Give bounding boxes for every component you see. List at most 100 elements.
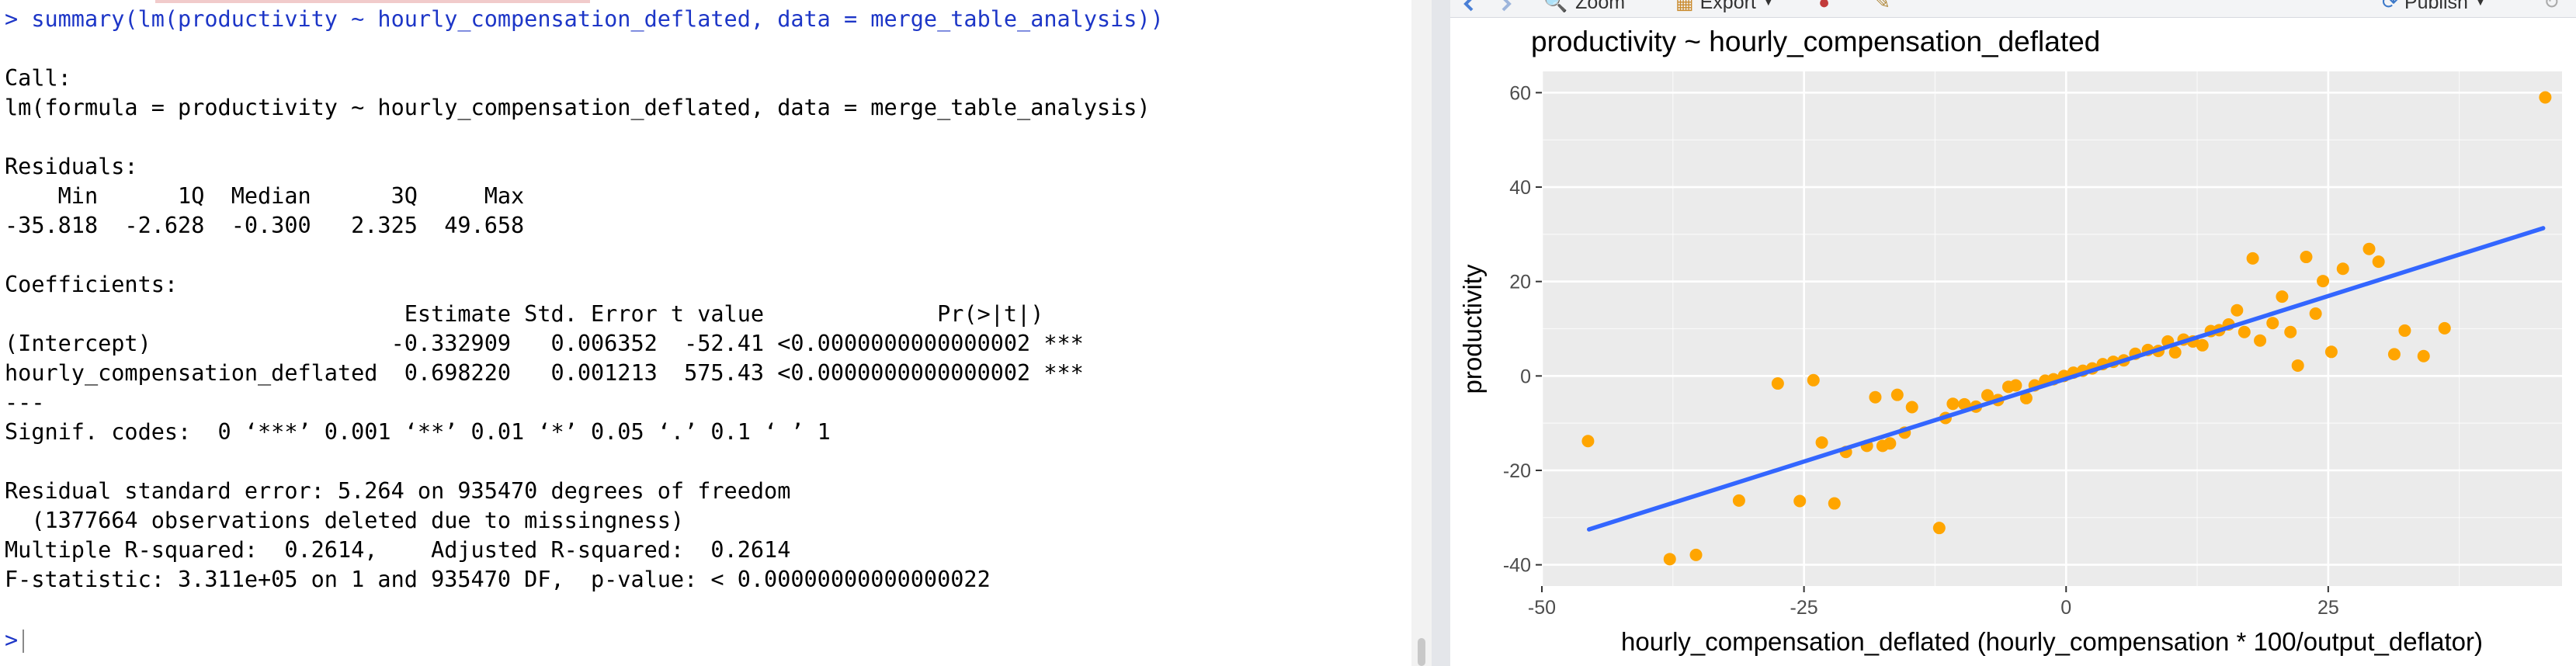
data-point [2300,251,2313,264]
data-point [2276,290,2289,304]
text-cursor [23,630,25,653]
residual-standard-error: Residual standard error: 5.264 on 935470… [5,478,791,504]
data-point [1689,548,1703,561]
data-point [2284,325,2297,338]
plots-toolbar: 🔍 Zoom ▦ Export ▼ ● ✎ ⟳ Publish ▼ ↻ [1450,0,2576,18]
data-point [2438,321,2451,335]
chevron-down-icon: ▼ [2474,0,2487,9]
data-point [2238,325,2251,338]
data-point [2266,317,2279,330]
residuals-values: -35.818 -2.628 -0.300 2.325 49.658 [5,213,538,238]
remove-icon: ● [1818,0,1831,13]
data-point [2168,345,2182,359]
y-tick-label: 0 [1520,366,1531,387]
data-point [2539,91,2552,104]
coefficients-row-intercept: (Intercept) -0.332909 0.006352 -52.41 <0… [5,331,1084,356]
regression-line [1587,226,2546,532]
x-tick-label: -25 [1790,597,1818,619]
data-points [1581,91,2552,566]
publish-label: Publish [2404,0,2468,13]
remove-plot-button[interactable]: ● [1818,0,1830,14]
data-point [2417,349,2430,362]
clear-plots-button[interactable]: ✎ [1874,0,1890,14]
signif-codes: Signif. codes: 0 ‘***’ 0.001 ‘**’ 0.01 ‘… [5,419,831,445]
data-point [2246,251,2259,265]
data-point [1981,389,1994,402]
call-header: Call: [5,65,71,91]
data-point [2317,275,2330,288]
forward-arrow-icon[interactable] [1497,0,1514,12]
zoom-button[interactable]: 🔍 Zoom [1543,0,1625,14]
broom-icon: ✎ [1874,0,1890,13]
console-scrollbar[interactable] [1411,0,1432,666]
regression-line-layer [1587,226,2546,532]
y-tick-label: -40 [1503,555,1531,577]
data-point [1869,390,1882,404]
missingness-note: (1377664 observations deleted due to mis… [5,508,685,533]
plots-pane: 🔍 Zoom ▦ Export ▼ ● ✎ ⟳ Publish ▼ ↻ productiv… [1450,0,2576,666]
zoom-label: Zoom [1575,0,1626,13]
export-icon: ▦ [1675,0,1694,13]
data-point [2362,242,2376,255]
residuals-columns: Min 1Q Median 3Q Max [5,183,538,209]
data-point [2398,324,2411,337]
y-tick-label: 40 [1509,177,1531,199]
console-command: > summary(lm(productivity ~ hourly_compe… [5,6,1164,32]
console-input[interactable]: > [5,626,25,655]
x-tick-label: 25 [2317,597,2339,619]
pane-splitter[interactable] [1432,0,1450,666]
data-point [1663,553,1676,566]
chart-title: productivity ~ hourly_compensation_defla… [1531,26,2100,57]
f-statistic: F-statistic: 3.311e+05 on 1 and 935470 D… [5,567,991,592]
data-point [1793,494,1807,508]
y-tick-label: 60 [1509,82,1531,104]
scatter-plot: productivity ~ hourly_compensation_defla… [1458,26,2562,656]
residuals-header: Residuals: [5,154,138,179]
data-point [1905,401,1918,414]
data-point [1828,497,1841,510]
call-formula: lm(formula = productivity ~ hourly_compe… [5,95,1151,120]
prompt-symbol: > [5,627,19,653]
data-point [2231,304,2244,317]
x-axis-label: hourly_compensation_deflated (hourly_com… [1621,627,2483,656]
minor-gridlines [1542,71,2562,586]
export-label: Export [1699,0,1756,13]
data-point [2291,359,2304,372]
previous-output-sliver [155,0,590,3]
coefficients-columns: Estimate Std. Error t value Pr(>|t|) [5,301,1097,327]
r-squared: Multiple R-squared: 0.2614, Adjusted R-s… [5,537,804,563]
coefficients-row-slope: hourly_compensation_deflated 0.698220 0.… [5,360,1084,386]
back-arrow-icon[interactable] [1461,0,1478,12]
chevron-down-icon: ▼ [1762,0,1775,9]
major-gridlines [1540,71,2562,586]
console-pane[interactable]: > summary(lm(productivity ~ hourly_compe… [0,0,1411,666]
data-point [1581,435,1595,448]
data-point [1932,522,1946,535]
data-point [2196,338,2209,352]
coefficients-header: Coefficients: [5,272,179,297]
data-point [2387,348,2401,361]
data-point [1890,388,1904,401]
refresh-icon: ↻ [2543,0,2560,13]
data-point [2336,262,2349,276]
x-tick-label: -50 [1528,597,1556,619]
magnifier-icon: 🔍 [1543,0,1568,13]
data-point [2372,255,2385,269]
x-axis: -50 -25 0 25 [1528,586,2339,619]
refresh-button[interactable]: ↻ [2543,0,2560,14]
y-tick-label: 20 [1509,272,1531,293]
data-point [2309,307,2322,321]
x-tick-label: 0 [2060,597,2071,619]
export-button[interactable]: ▦ Export ▼ [1675,0,1775,14]
publish-button[interactable]: ⟳ Publish ▼ [2382,0,2487,14]
data-point [1732,494,1745,507]
publish-icon: ⟳ [2382,0,2398,13]
y-tick-label: -20 [1503,460,1531,482]
data-point [2019,391,2033,404]
data-point [1958,397,1971,411]
console-scrollbar-thumb[interactable] [1418,638,1425,666]
data-point [1883,437,1897,450]
y-axis-label: productivity [1458,264,1487,394]
data-point [1815,436,1828,449]
data-point [2254,334,2267,347]
